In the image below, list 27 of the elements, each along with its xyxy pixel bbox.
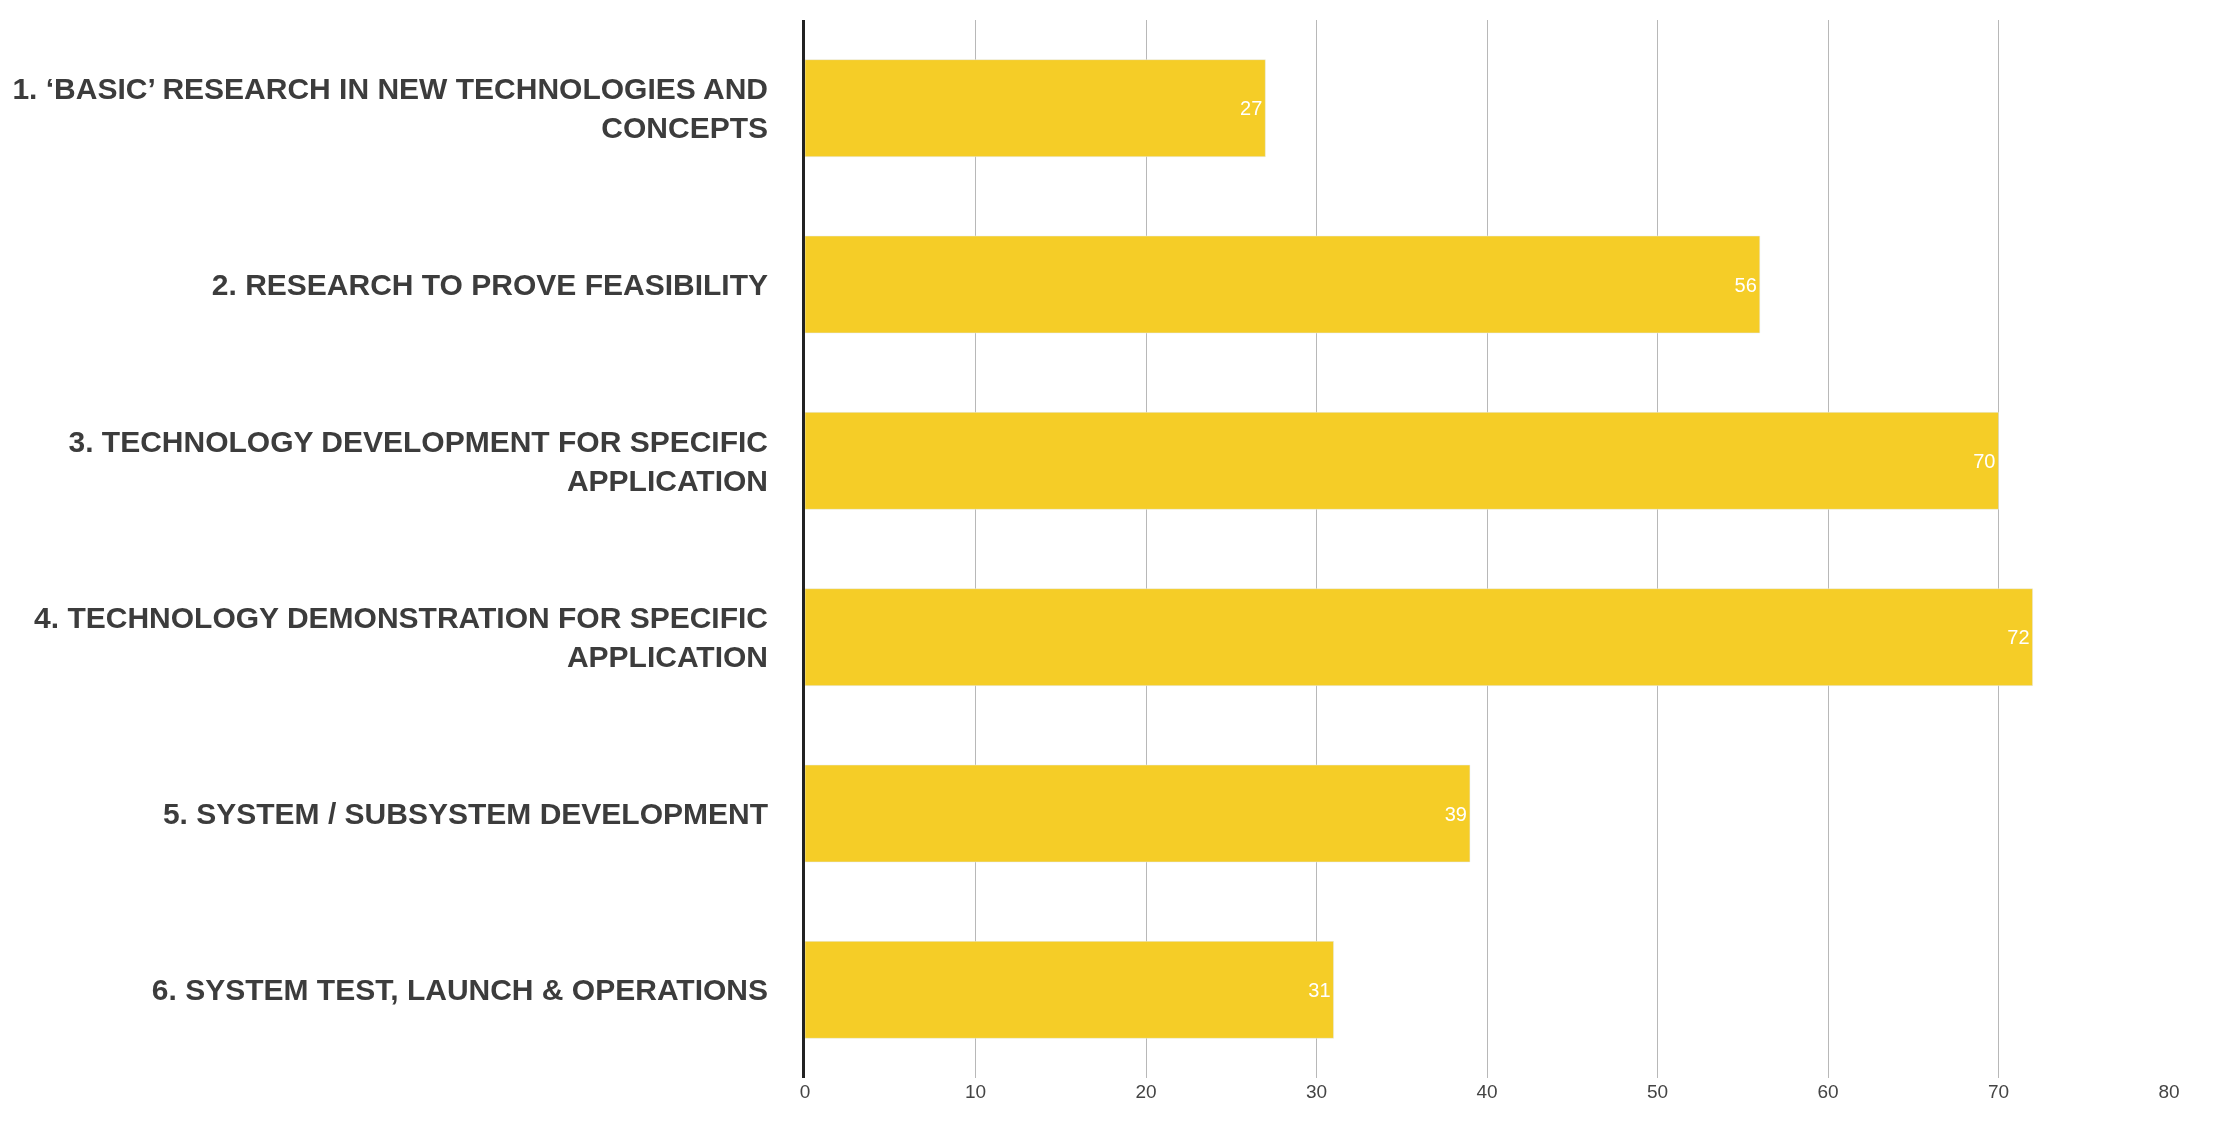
- x-tick-label: 80: [2158, 1081, 2180, 1102]
- x-tick-label: 50: [1646, 1081, 1669, 1102]
- x-tick-label: 70: [1987, 1081, 2010, 1102]
- data-label: 27: [1240, 97, 1263, 120]
- x-tick-label: 30: [1305, 1081, 1328, 1102]
- bar: [805, 941, 1334, 1039]
- y-tick-label: 6. SYSTEM TEST, LAUNCH & OPERATIONS: [151, 973, 768, 1007]
- x-tick-label: 40: [1476, 1081, 1498, 1102]
- data-label: 56: [1734, 273, 1757, 296]
- bar: [805, 235, 1761, 334]
- y-tick-label: 2. RESEARCH TO PROVE FEASIBILITY: [211, 268, 768, 301]
- data-label: 31: [1308, 978, 1331, 1001]
- data-label: 72: [2007, 626, 2030, 649]
- x-tick-label: 60: [1817, 1081, 1839, 1102]
- y-tick-label: 5. SYSTEM / SUBSYSTEM DEVELOPMENT: [162, 797, 768, 830]
- x-tick-label: 10: [964, 1081, 987, 1102]
- y-tick-label: 1. ‘BASIC’ RESEARCH IN NEW TECHNOLOGIES AND CONCEPTS: [12, 72, 768, 145]
- bar: [805, 764, 1471, 863]
- x-tick-label: 20: [1135, 1081, 1157, 1102]
- bar: [805, 412, 1999, 510]
- bar: [805, 59, 1266, 157]
- y-tick-label: 4. TECHNOLOGY DEMONSTRATION FOR SPECIFIC APPLICATION: [34, 601, 768, 674]
- x-tick-label: 0: [799, 1081, 811, 1102]
- bar: [805, 588, 2033, 686]
- data-label: 70: [1973, 449, 1996, 472]
- data-label: 39: [1444, 802, 1467, 825]
- y-tick-label: 3. TECHNOLOGY DEVELOPMENT FOR SPECIFIC APPLICATION: [68, 424, 768, 497]
